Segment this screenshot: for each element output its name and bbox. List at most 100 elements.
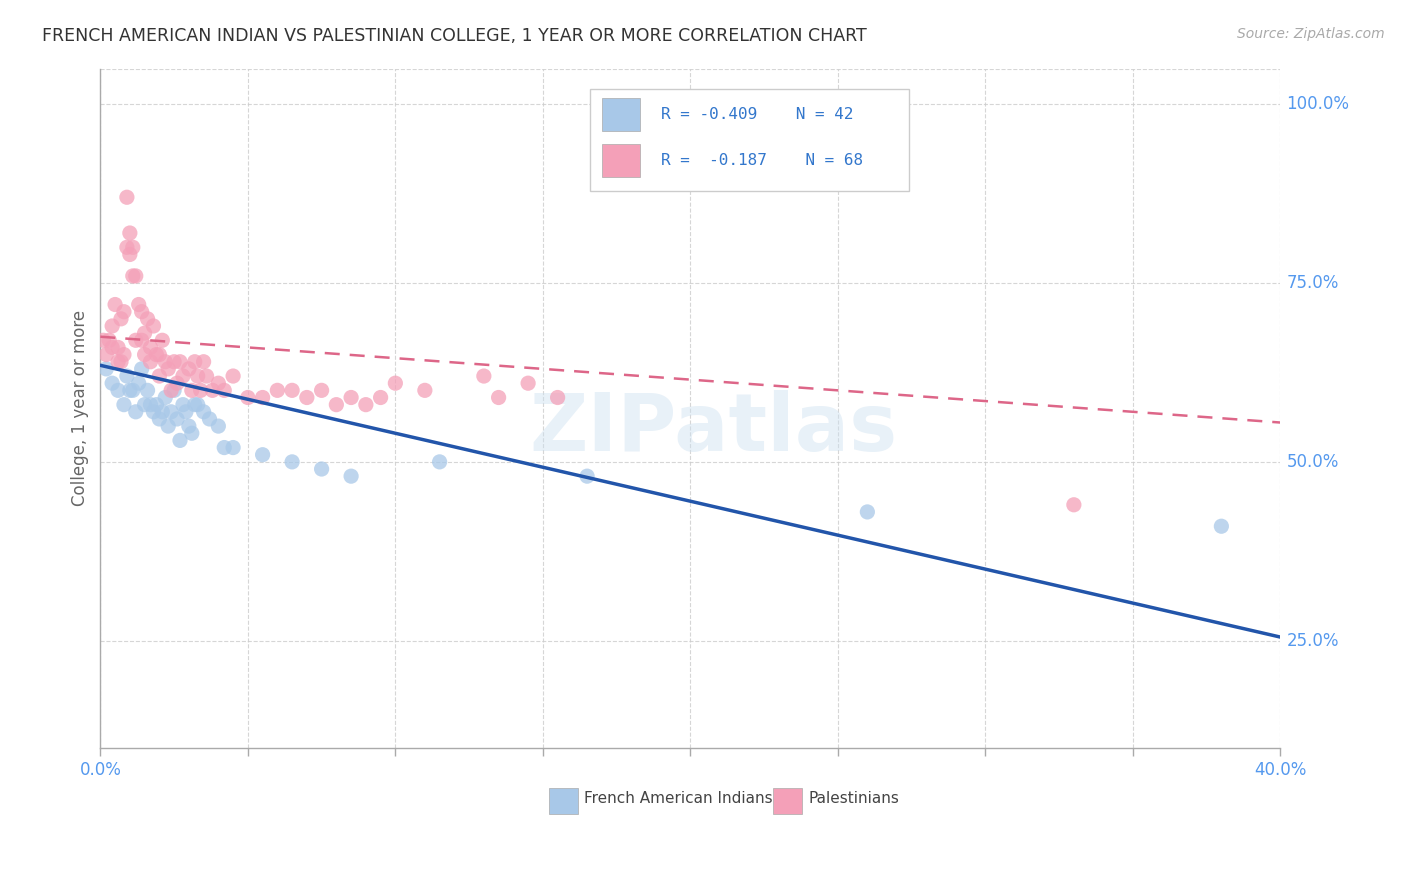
Point bbox=[145, 398, 167, 412]
Point bbox=[121, 240, 143, 254]
Point bbox=[96, 348, 118, 362]
Point bbox=[172, 398, 194, 412]
Point bbox=[166, 412, 188, 426]
Point bbox=[148, 369, 170, 384]
Point bbox=[311, 462, 333, 476]
Point bbox=[121, 268, 143, 283]
Text: Palestinians: Palestinians bbox=[808, 791, 900, 806]
Point bbox=[281, 455, 304, 469]
Point bbox=[222, 441, 245, 455]
Point bbox=[193, 355, 215, 369]
Point bbox=[184, 398, 207, 412]
Point bbox=[252, 391, 274, 405]
Point bbox=[104, 297, 127, 311]
Point bbox=[517, 376, 540, 391]
Point bbox=[148, 412, 170, 426]
Point bbox=[184, 355, 207, 369]
Point bbox=[180, 384, 202, 398]
Point bbox=[118, 226, 141, 240]
Point bbox=[174, 405, 197, 419]
Point bbox=[169, 355, 191, 369]
Point bbox=[128, 376, 150, 391]
Point bbox=[370, 391, 392, 405]
Bar bbox=[773, 788, 803, 814]
Point bbox=[180, 426, 202, 441]
Point bbox=[150, 405, 173, 419]
Point bbox=[325, 398, 347, 412]
Point bbox=[212, 384, 235, 398]
Point bbox=[160, 384, 183, 398]
Point bbox=[139, 341, 162, 355]
Point bbox=[311, 384, 333, 398]
Point bbox=[148, 348, 170, 362]
Point bbox=[101, 318, 124, 333]
Point bbox=[131, 333, 153, 347]
Point bbox=[112, 398, 135, 412]
Point bbox=[125, 405, 148, 419]
Y-axis label: College, 1 year or more: College, 1 year or more bbox=[72, 310, 89, 507]
Point bbox=[128, 297, 150, 311]
Point bbox=[547, 391, 569, 405]
Point bbox=[142, 405, 165, 419]
Point bbox=[166, 376, 188, 391]
Point bbox=[91, 333, 114, 347]
Point bbox=[413, 384, 436, 398]
Point bbox=[177, 362, 200, 376]
Text: ZIPatlas: ZIPatlas bbox=[530, 390, 898, 467]
Point bbox=[101, 376, 124, 391]
Text: 25.0%: 25.0% bbox=[1286, 632, 1339, 649]
Point bbox=[136, 311, 159, 326]
Point bbox=[110, 355, 132, 369]
Point bbox=[157, 419, 180, 434]
Text: FRENCH AMERICAN INDIAN VS PALESTINIAN COLLEGE, 1 YEAR OR MORE CORRELATION CHART: FRENCH AMERICAN INDIAN VS PALESTINIAN CO… bbox=[42, 27, 868, 45]
Point bbox=[295, 391, 318, 405]
Point bbox=[266, 384, 288, 398]
Point bbox=[115, 369, 138, 384]
Point bbox=[142, 318, 165, 333]
Point bbox=[107, 384, 129, 398]
Point bbox=[187, 369, 209, 384]
Text: R = -0.409    N = 42: R = -0.409 N = 42 bbox=[661, 107, 853, 122]
Point bbox=[118, 247, 141, 261]
Point bbox=[195, 369, 218, 384]
Text: 100.0%: 100.0% bbox=[1286, 95, 1350, 113]
Point bbox=[177, 419, 200, 434]
Point bbox=[155, 391, 177, 405]
Bar bbox=[548, 788, 578, 814]
Point bbox=[98, 333, 121, 347]
Point bbox=[139, 398, 162, 412]
Point bbox=[429, 455, 451, 469]
Point bbox=[112, 348, 135, 362]
Text: 50.0%: 50.0% bbox=[1286, 453, 1339, 471]
Point bbox=[110, 311, 132, 326]
Point bbox=[136, 384, 159, 398]
Point bbox=[134, 326, 156, 340]
FancyBboxPatch shape bbox=[591, 89, 908, 191]
Point bbox=[134, 398, 156, 412]
Point bbox=[384, 376, 406, 391]
Point bbox=[340, 391, 363, 405]
Point bbox=[125, 268, 148, 283]
Point bbox=[1211, 519, 1233, 533]
Point bbox=[107, 341, 129, 355]
Point bbox=[121, 384, 143, 398]
Point bbox=[207, 376, 229, 391]
Point bbox=[222, 369, 245, 384]
Point bbox=[107, 355, 129, 369]
Point bbox=[172, 369, 194, 384]
Point bbox=[354, 398, 377, 412]
Point bbox=[131, 362, 153, 376]
Point bbox=[856, 505, 879, 519]
Point bbox=[96, 362, 118, 376]
Point bbox=[1063, 498, 1085, 512]
Point bbox=[576, 469, 599, 483]
Point bbox=[281, 384, 304, 398]
Text: Source: ZipAtlas.com: Source: ZipAtlas.com bbox=[1237, 27, 1385, 41]
Point bbox=[163, 384, 186, 398]
Point bbox=[145, 348, 167, 362]
Point bbox=[207, 419, 229, 434]
Point bbox=[169, 434, 191, 448]
Text: R =  -0.187    N = 68: R = -0.187 N = 68 bbox=[661, 153, 863, 168]
Point bbox=[163, 355, 186, 369]
Point bbox=[155, 355, 177, 369]
